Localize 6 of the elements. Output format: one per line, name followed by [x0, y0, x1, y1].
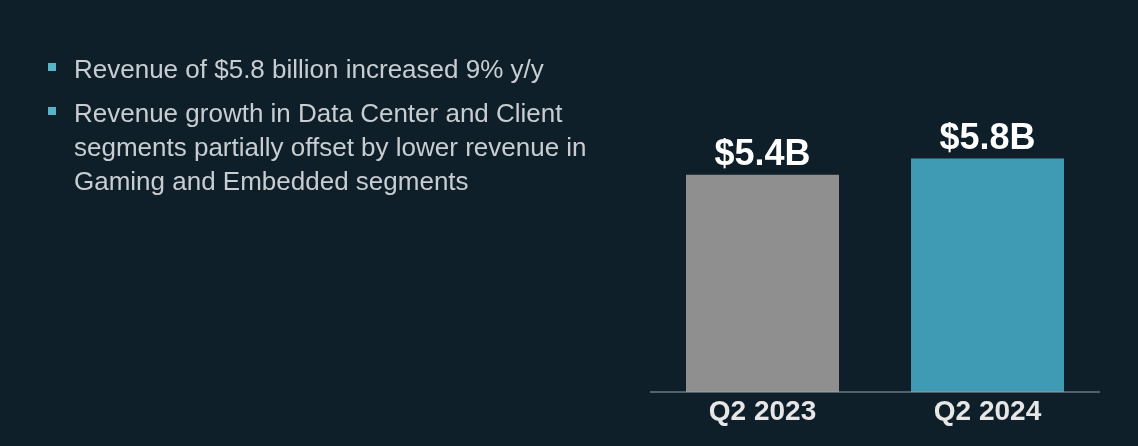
- data-label: $5.4B: [714, 131, 811, 173]
- text: Revenue growth in Data Center and Client segments partially offset by lower revenue in Gaming and Embedded segments: [74, 97, 588, 198]
- x-tick-label: Q2 2024: [933, 394, 1042, 426]
- text: Revenue of $5.8 billion increased 9% y/y: [74, 53, 544, 86]
- x-tick-label: Q2 2023: [708, 394, 817, 426]
- data-label: $5.8B: [939, 115, 1036, 157]
